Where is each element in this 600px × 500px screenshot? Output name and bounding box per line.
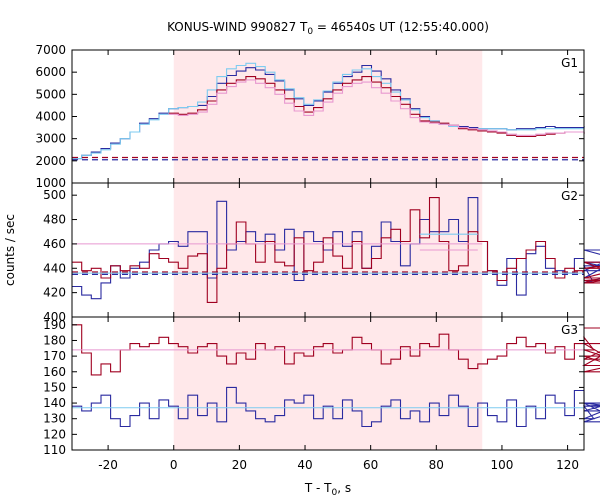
y-tick-label: 1000 [35,176,66,190]
chart-title: KONUS-WIND 990827 T0 = 46540s UT (12:55:… [167,20,489,37]
y-tick-label: 140 [43,396,66,410]
y-axis-label: counts / sec [3,214,17,286]
x-tick-label: 40 [297,458,312,472]
x-tick-label: -20 [98,458,118,472]
y-tick-label: 180 [43,333,66,347]
series-g3-red [72,324,600,376]
series-g3-blue [72,386,600,428]
y-tick-label: 190 [43,318,66,332]
y-tick-label: 440 [43,261,66,275]
y-tick-label: 170 [43,349,66,363]
y-tick-label: 2000 [35,154,66,168]
y-tick-label: 420 [43,286,66,300]
panel-frame [71,316,585,451]
y-tick-label: 160 [43,365,66,379]
panel-g1: 1000 2000 3000 4000 5000 6000 7000 G1 [35,43,585,190]
y-tick-label: 5000 [35,87,66,101]
x-tick-label: 0 [170,458,178,472]
panels-layer: 1000200030004000500060007000G14004204404… [35,43,600,472]
series-g1-pink [168,79,585,136]
y-tick-label: 150 [43,380,66,394]
x-tick-label: 100 [490,458,513,472]
panel-label: G2 [561,189,578,203]
y-tick-label: 500 [43,188,66,202]
y-tick-label: 120 [43,427,66,441]
x-tick-label: 60 [363,458,378,472]
panel-label: G1 [561,56,578,70]
x-axis-label: T - T0, s [304,481,351,498]
y-tick-label: 110 [43,443,66,457]
y-tick-label: 400 [43,310,66,324]
y-tick-label: 480 [43,213,66,227]
x-tick-label: 120 [556,458,579,472]
y-tick-label: 3000 [35,132,66,146]
series-g1-red [168,76,585,137]
y-tick-label: 130 [43,412,66,426]
y-tick-label: 4000 [35,110,66,124]
y-tick-label: 6000 [35,65,66,79]
panel-label: G3 [561,323,578,337]
y-tick-label: 7000 [35,43,66,57]
panel-g2: 400 420 440 460 480 500 G2 [43,182,600,324]
series-g2-red [72,197,600,303]
x-tick-label: 20 [232,458,247,472]
x-tick-label: 80 [429,458,444,472]
y-tick-label: 460 [43,237,66,251]
